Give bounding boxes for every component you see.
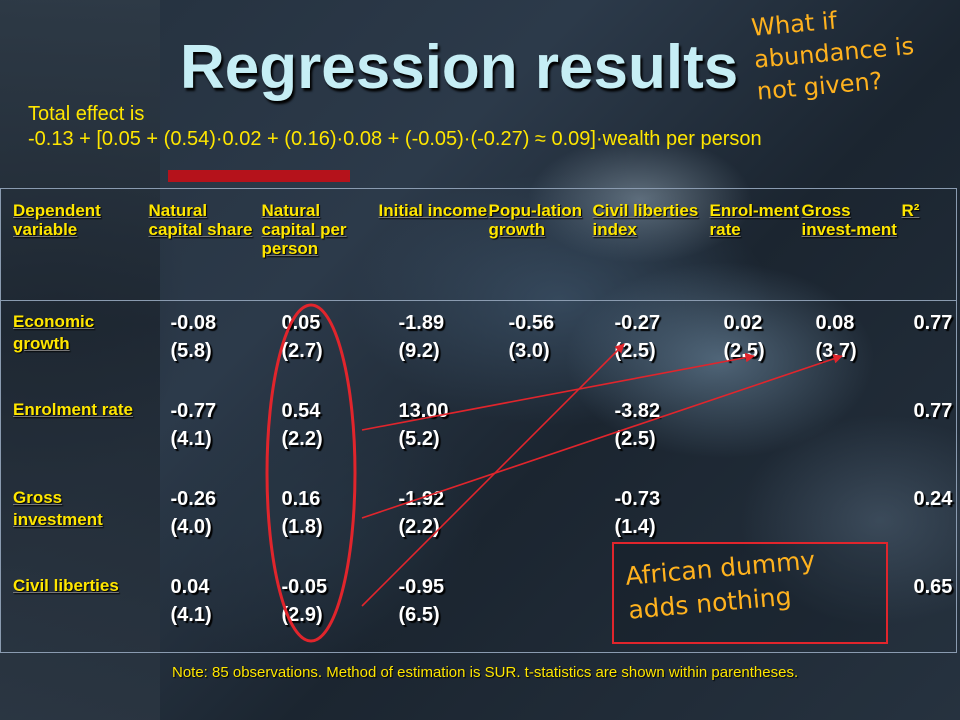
african-dummy-box bbox=[612, 542, 888, 644]
table-cell: -1.92 (2.2) bbox=[398, 487, 445, 538]
row-label: Gross investment bbox=[13, 487, 103, 529]
header-gross-investment: Gross invest-ment bbox=[801, 188, 902, 301]
table-cell: -1.89 (9.2) bbox=[398, 312, 445, 362]
row-label: Enrolment rate bbox=[13, 399, 133, 419]
table-cell: 0.16 (1.8) bbox=[281, 487, 323, 538]
table-cell: -0.27 (2.5) bbox=[614, 312, 661, 362]
table-cell: 0.54 (2.2) bbox=[281, 399, 323, 450]
table-cell: 0.08 (3.7) bbox=[815, 312, 857, 362]
row-label: Civil liberties bbox=[13, 575, 119, 595]
header-natural-capital-share: Natural capital share bbox=[148, 188, 262, 301]
table-cell bbox=[489, 389, 593, 477]
total-effect-formula: Total effect is -0.13 + [0.05 + (0.54)·0… bbox=[28, 102, 762, 152]
header-dependent-variable: Dependent variable bbox=[0, 188, 149, 301]
table-cell: 0.77 bbox=[913, 399, 953, 422]
table-cell: 0.77 bbox=[913, 312, 953, 334]
header-enrolment-rate: Enrol-ment rate bbox=[709, 188, 802, 301]
header-natural-capital-per-person: Natural capital per person bbox=[261, 188, 379, 301]
table-row-economic-growth: Economic growth -0.08 (5.8) 0.05 (2.7) -1.… bbox=[1, 301, 957, 389]
total-effect-equation: -0.13 + [0.05 + (0.54)·0.02 + (0.16)·0.0… bbox=[28, 128, 762, 150]
table-cell: -0.08 (5.8) bbox=[170, 312, 217, 362]
table-cell: 0.24 bbox=[913, 487, 953, 510]
header-population-growth: Popu-lation growth bbox=[488, 188, 593, 301]
table-cell bbox=[489, 477, 593, 565]
table-header-row: Dependent variable Natural capital share… bbox=[0, 188, 957, 301]
red-accent-bar bbox=[168, 170, 350, 182]
table-cell: -0.95 (6.5) bbox=[398, 575, 445, 626]
row-label: Economic growth bbox=[13, 312, 95, 353]
table-cell: -0.05 (2.9) bbox=[281, 575, 328, 626]
header-civil-liberties-index: Civil liberties index bbox=[592, 188, 710, 301]
table-cell: -3.82 (2.5) bbox=[614, 399, 661, 450]
table-cell bbox=[802, 389, 902, 477]
header-initial-income: Initial income bbox=[378, 188, 489, 301]
table-cell: -0.56 (3.0) bbox=[508, 312, 555, 362]
abundance-callout: What if abundance is not given? bbox=[750, 0, 958, 108]
table-cell: 0.02 (2.5) bbox=[723, 312, 765, 362]
table-cell: 0.04 (4.1) bbox=[170, 575, 212, 626]
table-cell: 0.05 (2.7) bbox=[281, 312, 323, 362]
table-row-enrolment-rate: Enrolment rate -0.77 (4.1) 0.54 (2.2) 13.0… bbox=[1, 389, 957, 477]
table-cell: 13.00 (5.2) bbox=[398, 399, 449, 450]
table-cell: 0.65 bbox=[913, 575, 953, 598]
table-cell bbox=[710, 389, 802, 477]
slide-title: Regression results bbox=[180, 33, 739, 102]
total-effect-heading: Total effect is bbox=[28, 103, 145, 125]
table-cell bbox=[489, 565, 593, 653]
table-footnote: Note: 85 observations. Method of estimat… bbox=[172, 664, 799, 681]
table-cell: -0.77 (4.1) bbox=[170, 399, 217, 450]
background-left-panel bbox=[0, 0, 160, 720]
table-cell: -0.26 (4.0) bbox=[170, 487, 217, 538]
header-r-squared: R² bbox=[901, 188, 957, 301]
